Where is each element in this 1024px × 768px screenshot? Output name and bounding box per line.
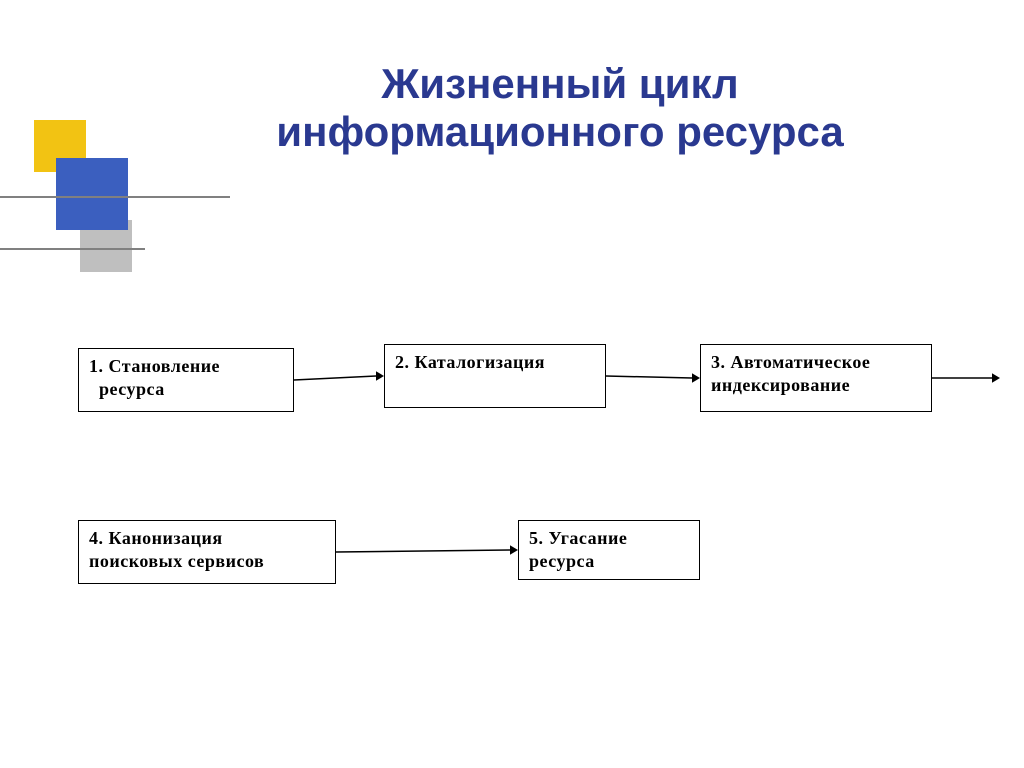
flow-box-text-line: 5. Угасание (529, 527, 689, 550)
flow-box-text-line: поисковых сервисов (89, 550, 325, 573)
flow-box-2: 2. Каталогизация (384, 344, 606, 408)
flow-box-4: 4. Канонизацияпоисковых сервисов (78, 520, 336, 584)
flow-box-text-line: 3. Автоматическое (711, 351, 921, 374)
flow-box-text-line: 2. Каталогизация (395, 351, 595, 374)
flow-box-3: 3. Автоматическоеиндексирование (700, 344, 932, 412)
flow-box-text-line: ресурса (89, 378, 283, 401)
flow-box-text-line: индексирование (711, 374, 921, 397)
flow-box-text-line: ресурса (529, 550, 689, 573)
flow-box-text-line: 4. Канонизация (89, 527, 325, 550)
flow-box-text-line: 1. Становление (89, 355, 283, 378)
flow-box-5: 5. Угасаниересурса (518, 520, 700, 580)
flowchart: 1. Становление ресурса 2. Каталогизация … (0, 0, 1024, 768)
flow-box-1: 1. Становление ресурса (78, 348, 294, 412)
